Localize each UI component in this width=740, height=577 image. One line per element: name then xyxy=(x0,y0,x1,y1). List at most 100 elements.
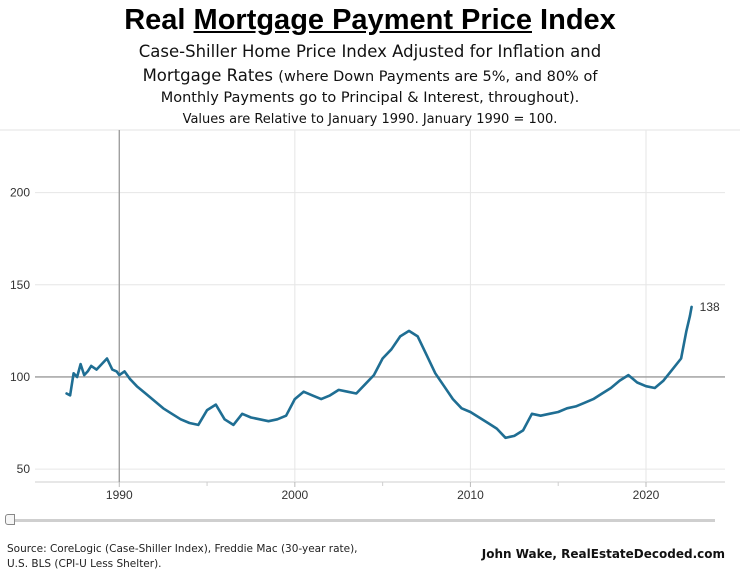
data-point xyxy=(106,357,108,360)
data-point xyxy=(460,407,463,410)
data-point xyxy=(381,357,384,360)
data-point xyxy=(111,368,114,371)
x-tick-label-2000: 2000 xyxy=(281,488,308,502)
date-range-slider-track[interactable] xyxy=(12,519,715,522)
data-point xyxy=(487,422,489,424)
date-range-slider-handle[interactable] xyxy=(5,514,15,525)
data-point xyxy=(162,407,165,410)
data-point xyxy=(95,368,98,371)
y-tick-label-100: 100 xyxy=(10,370,30,384)
chart-area: 50 100 150 200 1990 2000 2010 2020 138 xyxy=(0,129,740,502)
data-point xyxy=(337,389,340,391)
data-point xyxy=(123,370,126,373)
data-point xyxy=(618,379,621,382)
y-tick-label-50: 50 xyxy=(17,462,31,476)
data-point xyxy=(373,374,375,376)
data-point xyxy=(188,422,191,424)
data-point xyxy=(135,385,138,388)
data-point xyxy=(72,372,75,375)
data-point xyxy=(65,392,68,395)
data-point xyxy=(302,390,305,393)
data-point xyxy=(115,370,118,373)
data-point xyxy=(627,374,630,376)
data-point xyxy=(513,435,516,437)
data-point xyxy=(76,376,78,378)
data-point xyxy=(69,394,71,397)
title-prefix: Real xyxy=(124,4,186,36)
data-point xyxy=(574,405,577,408)
end-value-label: 138 xyxy=(700,300,720,314)
data-point xyxy=(478,416,481,419)
data-point xyxy=(434,372,437,375)
x-tick-label-2010: 2010 xyxy=(457,488,484,502)
data-point xyxy=(214,403,217,406)
subtitle-line2: Mortgage Rates (where Down Payments are … xyxy=(0,66,740,85)
data-point xyxy=(223,418,226,421)
data-point xyxy=(258,418,261,421)
source-note: Source: CoreLogic (Case-Shiller Index), … xyxy=(7,542,358,572)
data-point xyxy=(144,392,147,395)
subtitle-line4: Values are Relative to January 1990. Jan… xyxy=(182,112,558,127)
data-point xyxy=(285,414,287,417)
data-point xyxy=(443,385,445,388)
data-point xyxy=(610,387,612,389)
data-point xyxy=(408,330,410,332)
data-point xyxy=(118,374,121,376)
data-point xyxy=(86,370,89,373)
data-point xyxy=(267,420,270,423)
source-line1: Source: CoreLogic (Case-Shiller Index), … xyxy=(7,543,358,555)
title-suffix: Index xyxy=(540,4,616,36)
data-point xyxy=(531,412,533,415)
title-underlined: Mortgage Payment Price xyxy=(193,4,532,36)
data-point xyxy=(495,427,498,430)
data-point xyxy=(601,392,603,395)
data-point xyxy=(416,335,419,338)
data-point xyxy=(425,353,428,356)
data-point xyxy=(557,411,560,413)
data-point xyxy=(90,365,93,367)
x-tick-label-2020: 2020 xyxy=(633,488,660,502)
data-point xyxy=(293,398,296,400)
data-point xyxy=(685,330,688,332)
data-point xyxy=(206,409,209,411)
data-point xyxy=(690,306,693,308)
data-point xyxy=(346,390,349,393)
data-point xyxy=(539,414,542,417)
data-point xyxy=(592,398,595,400)
data-point xyxy=(329,394,331,397)
data-point xyxy=(399,335,402,338)
data-point xyxy=(197,424,200,426)
data-point xyxy=(100,363,103,365)
data-point xyxy=(504,436,507,439)
y-tick-label-150: 150 xyxy=(10,278,30,292)
data-point xyxy=(276,418,279,421)
chart-title: Real Mortgage Payment Price Index xyxy=(0,4,740,37)
data-point xyxy=(250,416,252,419)
subtitle-line3: Monthly Payments go to Principal & Inter… xyxy=(160,90,580,106)
data-point xyxy=(390,348,393,351)
data-point xyxy=(83,374,86,376)
x-tick-label-1990: 1990 xyxy=(106,488,133,502)
data-point xyxy=(653,387,656,389)
data-point xyxy=(355,392,358,395)
data-point xyxy=(79,363,82,365)
y-tick-label-200: 200 xyxy=(10,186,30,200)
data-point xyxy=(636,381,639,384)
data-point xyxy=(171,412,173,415)
subtitle-line2-main: Mortgage Rates xyxy=(142,66,274,85)
series-line xyxy=(65,305,693,440)
data-point xyxy=(232,424,235,426)
data-point xyxy=(548,412,551,415)
source-line2: U.S. BLS (CPI-U Less Shelter). xyxy=(7,558,162,570)
data-point xyxy=(153,400,156,402)
data-point xyxy=(689,315,691,317)
subtitle-line2-small: (where Down Payments are 5%, and 80% of xyxy=(278,69,598,85)
data-point xyxy=(311,394,314,397)
data-point xyxy=(583,401,586,404)
data-point xyxy=(522,429,524,432)
data-point xyxy=(364,383,366,386)
data-point xyxy=(671,368,674,371)
author-credit: John Wake, RealEstateDecoded.com xyxy=(481,547,725,561)
data-point xyxy=(452,398,454,400)
data-point xyxy=(241,412,244,415)
